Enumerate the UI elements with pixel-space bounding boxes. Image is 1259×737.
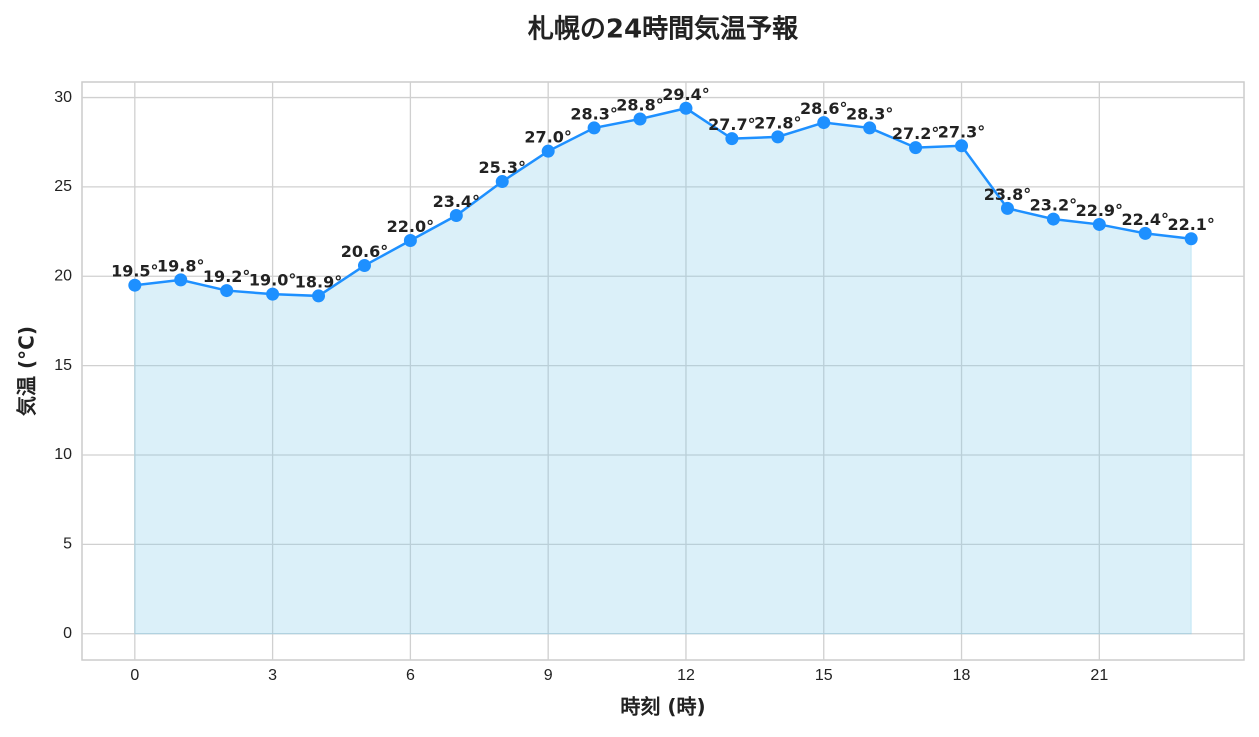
- x-tick-label: 0: [130, 667, 139, 684]
- data-label: 28.6°: [800, 99, 847, 118]
- data-label: 28.3°: [846, 104, 893, 123]
- point: [495, 175, 509, 189]
- point: [357, 259, 371, 273]
- plot-area: [81, 81, 1245, 661]
- data-label: 27.3°: [938, 122, 985, 141]
- y-tick-label: 10: [54, 446, 72, 463]
- data-label: 28.3°: [570, 104, 617, 123]
- point: [633, 112, 647, 126]
- point: [220, 284, 234, 298]
- point: [403, 234, 417, 248]
- x-tick-label: 3: [268, 667, 277, 684]
- point: [312, 289, 326, 303]
- point: [817, 116, 831, 130]
- data-label: 22.9°: [1076, 201, 1123, 220]
- data-label: 22.1°: [1167, 215, 1214, 234]
- data-label: 29.4°: [662, 85, 709, 104]
- data-label: 23.8°: [984, 185, 1031, 204]
- point: [725, 132, 739, 146]
- data-label: 19.5°: [111, 262, 158, 281]
- y-tick-label: 30: [54, 89, 72, 106]
- data-label: 23.4°: [433, 192, 480, 211]
- data-label: 28.8°: [616, 95, 663, 114]
- x-tick-label: 6: [406, 667, 415, 684]
- point: [587, 121, 601, 135]
- point: [541, 144, 555, 158]
- data-label: 22.4°: [1122, 210, 1169, 229]
- point: [955, 139, 969, 153]
- y-tick-label: 5: [63, 536, 72, 553]
- point: [909, 141, 923, 155]
- point: [771, 130, 785, 144]
- x-tick-label: 9: [544, 667, 553, 684]
- point: [266, 287, 280, 301]
- y-tick-label: 25: [54, 178, 72, 195]
- chart-title: 札幌の24時間気温予報: [528, 14, 799, 45]
- data-label: 27.8°: [754, 113, 801, 132]
- x-axis-label: 時刻 (時): [620, 695, 705, 719]
- data-label: 19.8°: [157, 256, 204, 275]
- point: [174, 273, 188, 287]
- data-label: 27.7°: [708, 115, 755, 134]
- point: [1138, 226, 1152, 240]
- point: [1046, 212, 1060, 226]
- point: [863, 121, 877, 135]
- data-label: 19.0°: [249, 271, 296, 290]
- y-axis-label: 気温 (°C): [15, 326, 39, 416]
- line: [134, 106, 1192, 298]
- data-label: 19.2°: [203, 267, 250, 286]
- point: [1092, 217, 1106, 231]
- x-tick-label: 12: [677, 667, 695, 684]
- data-label: 25.3°: [479, 158, 526, 177]
- x-tick-label: 18: [953, 667, 971, 684]
- y-tick-label: 20: [54, 267, 72, 284]
- data-label: 20.6°: [341, 242, 388, 261]
- point: [1000, 201, 1014, 215]
- point: [1184, 232, 1198, 246]
- data-label: 18.9°: [295, 272, 342, 291]
- data-label: 27.0°: [524, 128, 571, 147]
- data-label: 23.2°: [1030, 196, 1077, 215]
- y-tick-label: 15: [54, 357, 72, 374]
- point: [449, 209, 463, 223]
- x-tick-label: 15: [815, 667, 833, 684]
- point: [128, 278, 142, 292]
- data-label: 22.0°: [387, 217, 434, 236]
- y-tick-label: 0: [63, 625, 72, 642]
- point: [679, 101, 693, 115]
- x-tick-label: 21: [1090, 667, 1108, 684]
- data-label: 27.2°: [892, 124, 939, 143]
